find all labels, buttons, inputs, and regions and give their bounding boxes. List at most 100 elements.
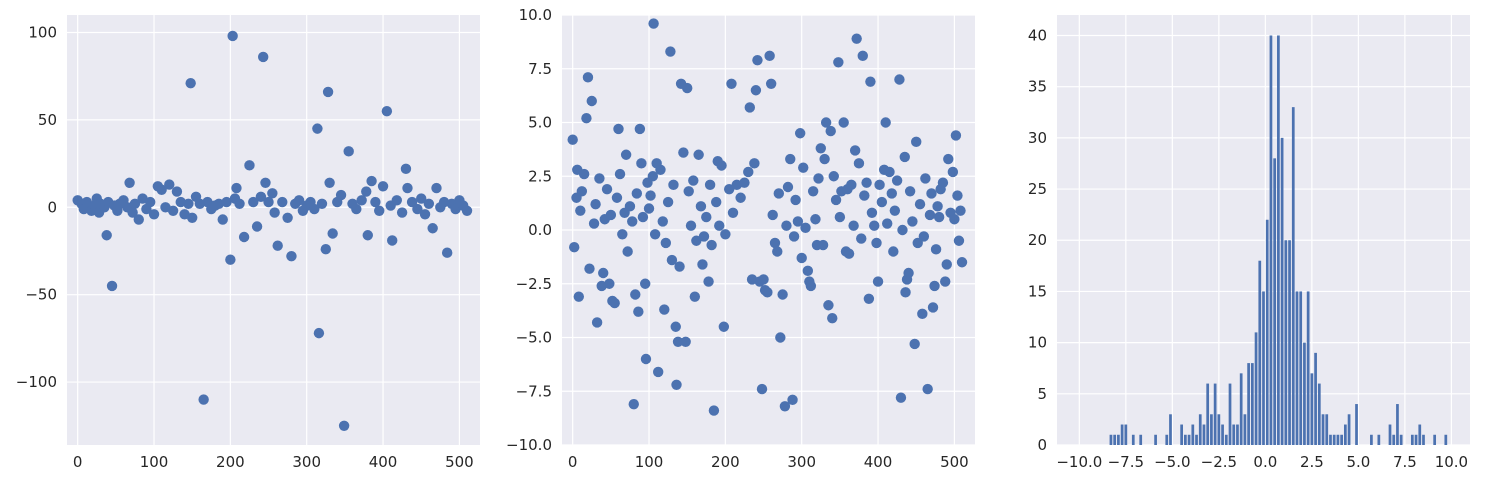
scatter-point (627, 216, 638, 227)
scatter-point (922, 383, 933, 395)
scatter-point (660, 237, 672, 249)
histogram-bar (1388, 424, 1392, 445)
histogram-bar (1355, 404, 1358, 445)
scatter-point (688, 175, 699, 186)
scatter-point (598, 267, 609, 279)
scatter-point (911, 136, 922, 148)
histogram-bar (1317, 383, 1321, 445)
scatter-point (889, 205, 901, 216)
scatter-point (124, 177, 135, 189)
scatter-point (636, 158, 647, 169)
scatter-point (781, 220, 792, 231)
scatter-point (894, 74, 905, 85)
x-tick-label: −2.5 (1201, 453, 1237, 471)
scatter-point (251, 221, 263, 232)
scatter-point (772, 246, 783, 257)
histogram-bar (1180, 424, 1184, 445)
histogram-bar (1258, 260, 1262, 445)
scatter-point (750, 85, 762, 96)
scatter-point (366, 175, 377, 187)
x-tick-label: 200 (711, 453, 740, 471)
scatter-point (164, 179, 175, 190)
scatter-point (198, 394, 209, 405)
scatter-point (652, 366, 664, 378)
histogram-bar (1433, 434, 1437, 445)
x-tick-label: 0 (73, 453, 83, 471)
scatter-point (909, 338, 920, 350)
scatter-point (903, 267, 914, 279)
x-tick-label: 500 (445, 453, 474, 471)
scatter-point (888, 246, 899, 257)
scatter-point (601, 183, 613, 195)
plot-area (67, 15, 480, 445)
scatter-point (947, 166, 959, 178)
scatter-point (843, 248, 855, 259)
scatter-point (823, 300, 834, 311)
histogram-bar (1377, 434, 1381, 445)
scatter-point (674, 261, 685, 272)
histogram-bar (1228, 383, 1232, 445)
scatter-point (904, 186, 916, 197)
scatter-point (581, 113, 592, 124)
scatter-point (800, 222, 811, 234)
scatter-point (683, 186, 694, 197)
scatter-point (792, 216, 804, 227)
scatter-point (628, 398, 639, 410)
histogram-bar (1254, 332, 1258, 445)
histogram-bar (1336, 434, 1340, 445)
scatter-point (930, 244, 942, 255)
histogram-bar (1321, 414, 1325, 445)
scatter-point (374, 205, 385, 216)
y-tick-label: −2.5 (516, 275, 552, 293)
y-tick-label: 10 (1028, 334, 1047, 352)
scatter-point (917, 308, 928, 320)
scatter-point (133, 214, 144, 225)
scatter-point (918, 231, 930, 242)
scatter-point (739, 177, 750, 188)
scatter-point (706, 239, 717, 251)
x-tick-label: 5.0 (1346, 453, 1370, 471)
y-tick-label: 7.5 (528, 60, 552, 78)
histogram-bar (1243, 414, 1247, 445)
scatter-point (569, 242, 580, 253)
y-tick-label: −5.0 (516, 329, 552, 347)
scatter-point (849, 145, 861, 156)
scatter-point (869, 220, 880, 231)
scatter-point (672, 336, 684, 347)
scatter-point (859, 190, 870, 201)
scatter-point (941, 259, 952, 270)
scatter-point (857, 50, 868, 62)
scatter-point (798, 162, 809, 173)
scatter-point (575, 205, 586, 216)
scatter-point (402, 182, 413, 194)
scatter-point (703, 276, 714, 287)
scatter-point (827, 312, 838, 324)
scatter-point (693, 149, 704, 160)
histogram-bar (1191, 424, 1195, 445)
scatter-point (316, 198, 328, 209)
scatter-point (856, 233, 867, 244)
scatter-point (670, 321, 681, 332)
scatter-point (309, 203, 320, 215)
chart-panel-2: 0 100 200 300 400 500 −10.0 −7.5 −5.0 −2.5 0.0 2.5 5… (506, 6, 975, 471)
scatter-point (940, 276, 951, 287)
scatter-point (716, 160, 727, 171)
scatter-point (312, 123, 323, 134)
scatter-point (769, 237, 781, 249)
histogram-bar (1422, 434, 1425, 445)
histogram-bar (1303, 342, 1306, 445)
scatter-point (937, 177, 949, 188)
scatter-point (400, 163, 412, 175)
scatter-point (955, 205, 966, 216)
scatter-point (156, 184, 167, 195)
scatter-point (796, 252, 807, 264)
scatter-point (617, 229, 628, 240)
histogram-bar (1310, 373, 1314, 445)
scatter-point (953, 235, 965, 246)
x-tick-label: 400 (864, 453, 893, 471)
scatter-point (956, 257, 968, 268)
scatter-point (604, 278, 615, 289)
scatter-point (643, 203, 655, 214)
scatter-point (820, 117, 832, 128)
scatter-point (620, 149, 632, 160)
